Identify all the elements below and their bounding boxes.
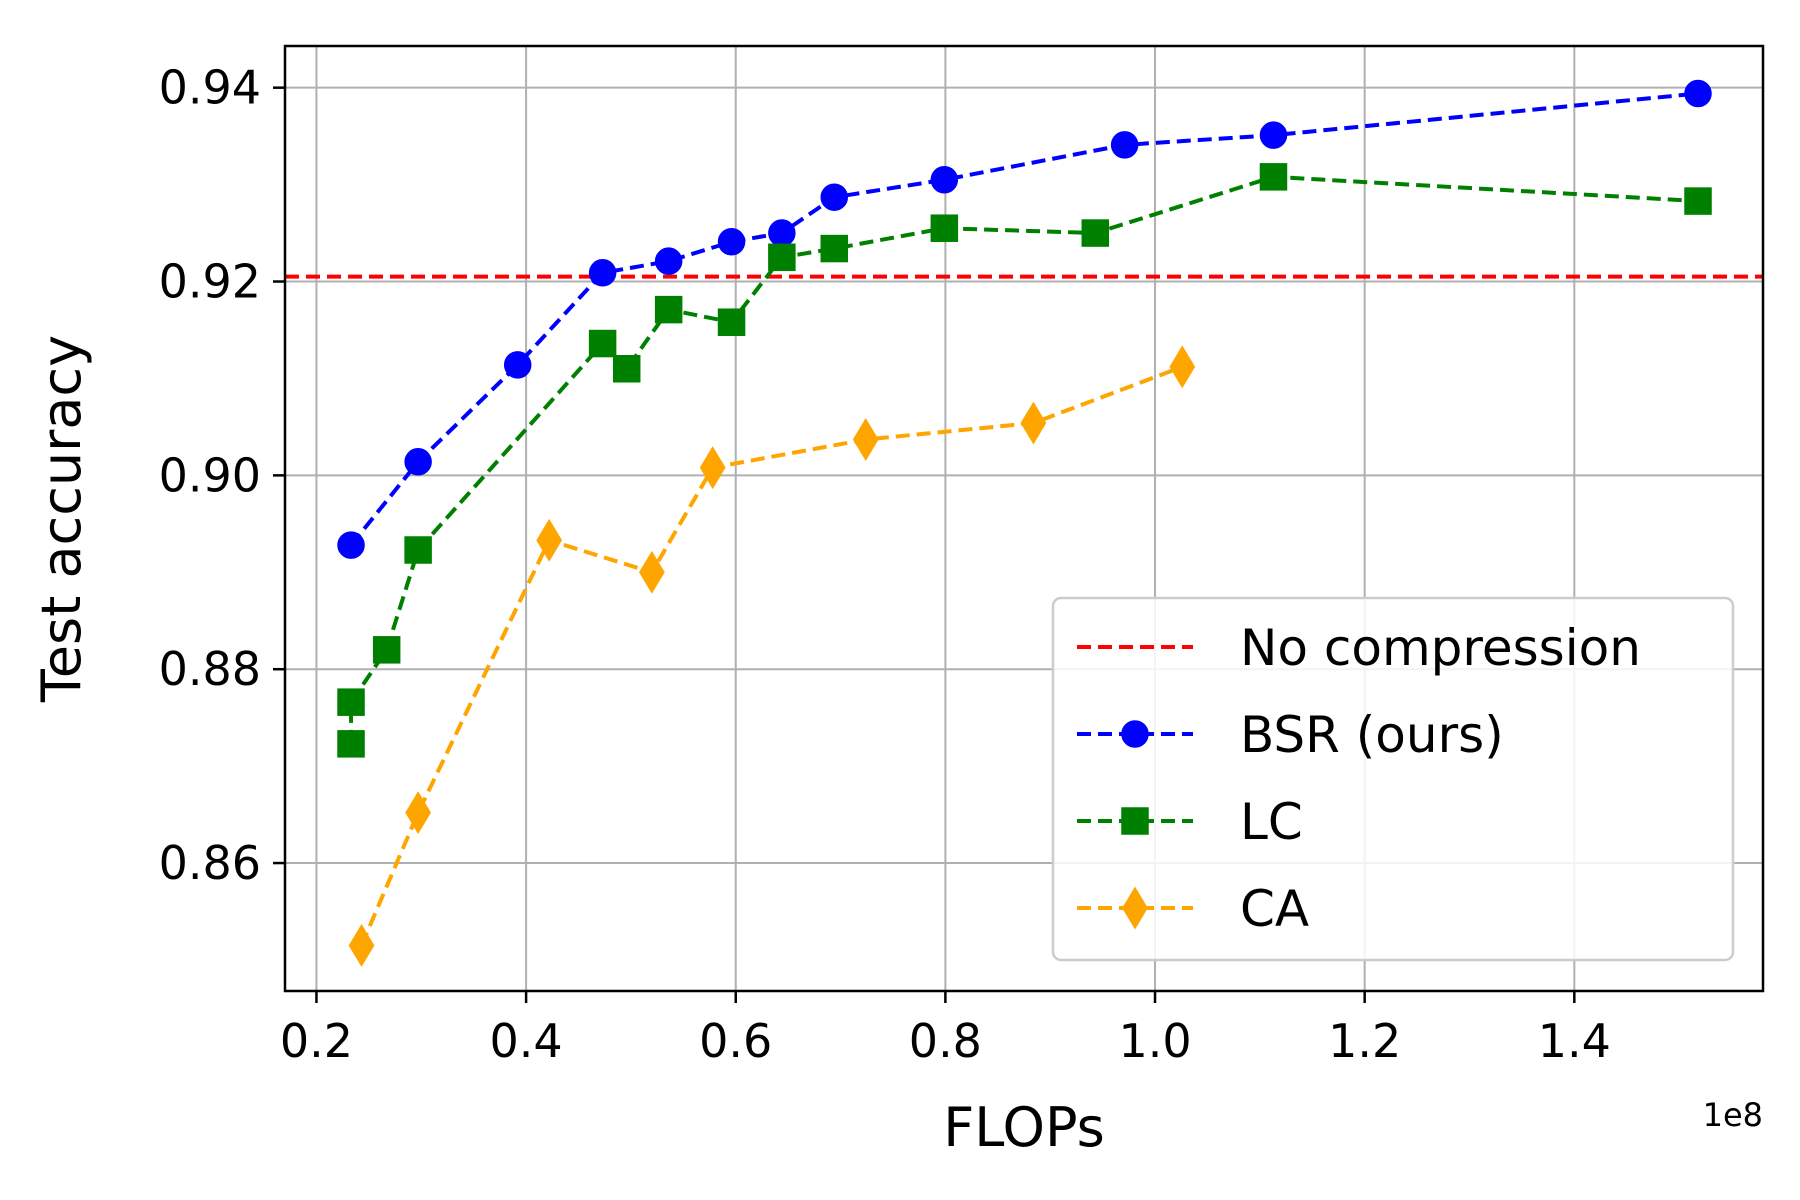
x-axis-ticks: 0.2 0.4 0.6 0.8 1.0 1.2 1.4 — [280, 991, 1611, 1068]
x-tick-label: 1.0 — [1118, 1014, 1191, 1068]
data-point-ca — [1020, 401, 1047, 445]
y-tick-label: 0.86 — [159, 836, 261, 890]
y-axis-label: Test accuracy — [30, 335, 93, 703]
data-point-bsr — [768, 219, 796, 247]
series-ca — [348, 345, 1196, 967]
y-axis-ticks: 0.86 0.88 0.90 0.92 0.94 — [159, 61, 285, 890]
x-tick-label: 0.2 — [280, 1014, 353, 1068]
data-point-lc — [654, 295, 683, 324]
data-point-ca — [405, 791, 431, 835]
data-point-bsr — [654, 247, 683, 275]
data-point-bsr — [930, 166, 959, 194]
x-tick-label: 1.2 — [1328, 1014, 1401, 1068]
legend-label-no-compression: No compression — [1240, 619, 1641, 677]
legend-marker-shape — [1121, 720, 1149, 748]
data-point-lc — [337, 730, 365, 758]
data-point-bsr — [1259, 121, 1288, 149]
legend-entry-ca: CA — [1077, 880, 1309, 938]
legend-label-bsr: BSR (ours) — [1240, 706, 1504, 764]
y-tick-label: 0.88 — [159, 642, 261, 696]
data-point-ca — [639, 550, 665, 594]
data-point-lc — [930, 214, 959, 242]
x-tick-label: 0.4 — [490, 1014, 563, 1068]
x-axis-offset-label: 1e8 — [1703, 1096, 1763, 1134]
data-point-lc — [404, 536, 432, 564]
data-point-bsr — [717, 228, 746, 256]
y-tick-label: 0.92 — [159, 255, 261, 309]
data-point-lc — [768, 243, 796, 272]
data-point-ca — [699, 446, 726, 490]
series-bsr — [337, 79, 1712, 559]
legend-marker-shape — [1121, 807, 1149, 835]
series-line-bsr — [349, 91, 1699, 547]
data-point-ca — [536, 518, 563, 562]
data-point-ca — [852, 418, 879, 461]
legend-marker-shape — [1122, 886, 1148, 930]
series-lc — [337, 163, 1712, 758]
data-point-lc — [337, 688, 365, 716]
series-line-ca — [359, 364, 1183, 947]
x-axis-label: FLOPs — [943, 1096, 1104, 1159]
legend-entry-no-compression: No compression — [1077, 619, 1641, 677]
x-tick-label: 0.6 — [699, 1014, 772, 1068]
y-tick-label: 0.90 — [159, 448, 261, 502]
data-point-lc — [1684, 187, 1712, 215]
data-point-bsr — [1684, 79, 1712, 108]
data-point-lc — [372, 636, 401, 664]
legend-marker-bsr — [1121, 720, 1149, 748]
data-point-bsr — [1110, 131, 1139, 159]
legend: No compression BSR (ours) LC CA — [1051, 596, 1735, 962]
data-point-lc — [612, 355, 641, 383]
data-point-lc — [717, 308, 746, 336]
data-point-bsr — [588, 259, 617, 287]
legend-label-ca: CA — [1240, 880, 1309, 938]
data-point-bsr — [820, 183, 849, 211]
data-point-ca — [1169, 345, 1196, 389]
legend-entry-lc: LC — [1077, 793, 1303, 851]
data-point-lc — [1081, 219, 1110, 247]
legend-marker-ca — [1122, 886, 1148, 930]
data-point-bsr — [503, 351, 532, 379]
data-point-lc — [820, 234, 849, 263]
series-line-lc — [349, 174, 1699, 744]
data-point-lc — [1259, 163, 1288, 191]
x-tick-label: 0.8 — [909, 1014, 982, 1068]
data-point-ca — [348, 923, 375, 967]
y-tick-label: 0.94 — [159, 61, 261, 115]
series-layer — [337, 79, 1712, 967]
data-point-bsr — [404, 448, 432, 476]
plot-area-frame — [283, 44, 1765, 993]
data-point-bsr — [337, 531, 365, 559]
legend-entry-bsr: BSR (ours) — [1077, 706, 1504, 764]
x-tick-label: 1.4 — [1538, 1014, 1611, 1068]
legend-marker-lc — [1121, 807, 1149, 835]
legend-box — [1051, 596, 1735, 962]
legend-label-lc: LC — [1240, 793, 1303, 851]
data-point-lc — [588, 329, 617, 358]
